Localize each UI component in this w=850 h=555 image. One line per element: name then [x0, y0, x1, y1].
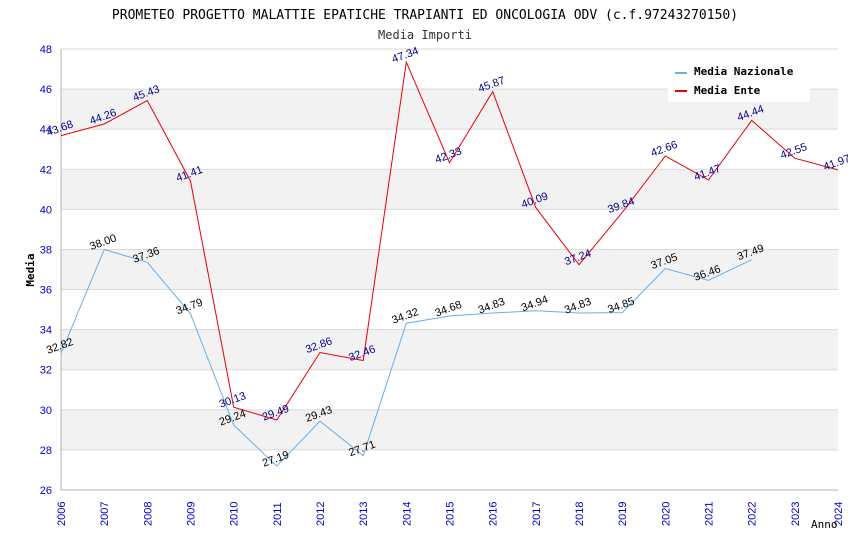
y-tick-label: 38 [40, 244, 52, 256]
x-tick-label: 2015 [445, 502, 457, 526]
grid-band [61, 249, 838, 290]
chart-title: PROMETEO PROGETTO MALATTIE EPATICHE TRAP… [112, 8, 738, 23]
grid-band [61, 409, 838, 450]
y-tick-label: 30 [40, 405, 52, 417]
x-tick-label: 2011 [272, 502, 284, 526]
data-label: 42.33 [433, 145, 463, 166]
y-axis-label: Media [24, 253, 37, 286]
x-tick-label: 2024 [833, 502, 845, 526]
y-tick-label: 48 [40, 44, 52, 56]
x-tick-label: 2017 [531, 502, 543, 526]
y-tick-label: 36 [40, 285, 52, 297]
series-lines [60, 60, 839, 467]
x-axis-label: Anno [811, 518, 838, 531]
legend-background [668, 60, 810, 102]
x-axis-ticks: 2006 2007 2008 2009 2010 2011 2012 2013 2014 2015… [56, 502, 845, 526]
grid-bands [61, 89, 838, 450]
x-tick-label: 2018 [574, 502, 586, 526]
x-tick-label: 2019 [617, 502, 629, 526]
axes [60, 49, 838, 491]
x-tick-label: 2014 [401, 502, 413, 526]
y-tick-label: 34 [40, 325, 52, 337]
legend-label-media-nazionale: Media Nazionale [694, 65, 794, 78]
y-tick-label: 40 [40, 204, 52, 216]
data-label: 42.66 [649, 139, 679, 160]
grid-band [61, 329, 838, 370]
y-tick-label: 46 [40, 84, 52, 96]
series-line-media-nazionale [60, 248, 752, 467]
y-tick-label: 44 [40, 124, 52, 136]
data-label: 34.32 [390, 306, 420, 327]
x-tick-label: 2008 [142, 502, 154, 526]
x-tick-label: 2006 [56, 502, 68, 526]
series-line-media-ente [60, 60, 839, 421]
x-tick-label: 2022 [747, 502, 759, 526]
grid-band [61, 169, 838, 210]
x-tick-label: 2016 [488, 502, 500, 526]
y-tick-label: 32 [40, 365, 52, 377]
x-tick-label: 2020 [660, 502, 672, 526]
data-label: 43.68 [45, 118, 75, 139]
x-tick-label: 2012 [315, 502, 327, 526]
data-label: 42.55 [779, 141, 809, 162]
gridlines [61, 48, 838, 491]
x-tick-label: 2010 [229, 502, 241, 526]
y-axis-ticks: 26 28 30 32 34 36 38 40 42 44 46 48 [40, 44, 52, 497]
x-tick-label: 2009 [186, 502, 198, 526]
x-tick-label: 2013 [358, 502, 370, 526]
x-tick-label: 2021 [704, 502, 716, 526]
y-tick-label: 28 [40, 445, 52, 457]
x-tick-label: 2023 [790, 502, 802, 526]
x-tick-label: 2007 [99, 502, 111, 526]
y-tick-label: 42 [40, 164, 52, 176]
legend-label-media-ente: Media Ente [694, 84, 761, 97]
y-tick-label: 26 [40, 485, 52, 497]
data-label: 27.19 [261, 449, 291, 470]
legend: Media Nazionale Media Ente [668, 60, 810, 102]
chart-subtitle: Media Importi [378, 28, 472, 42]
data-label: 47.34 [390, 45, 420, 66]
